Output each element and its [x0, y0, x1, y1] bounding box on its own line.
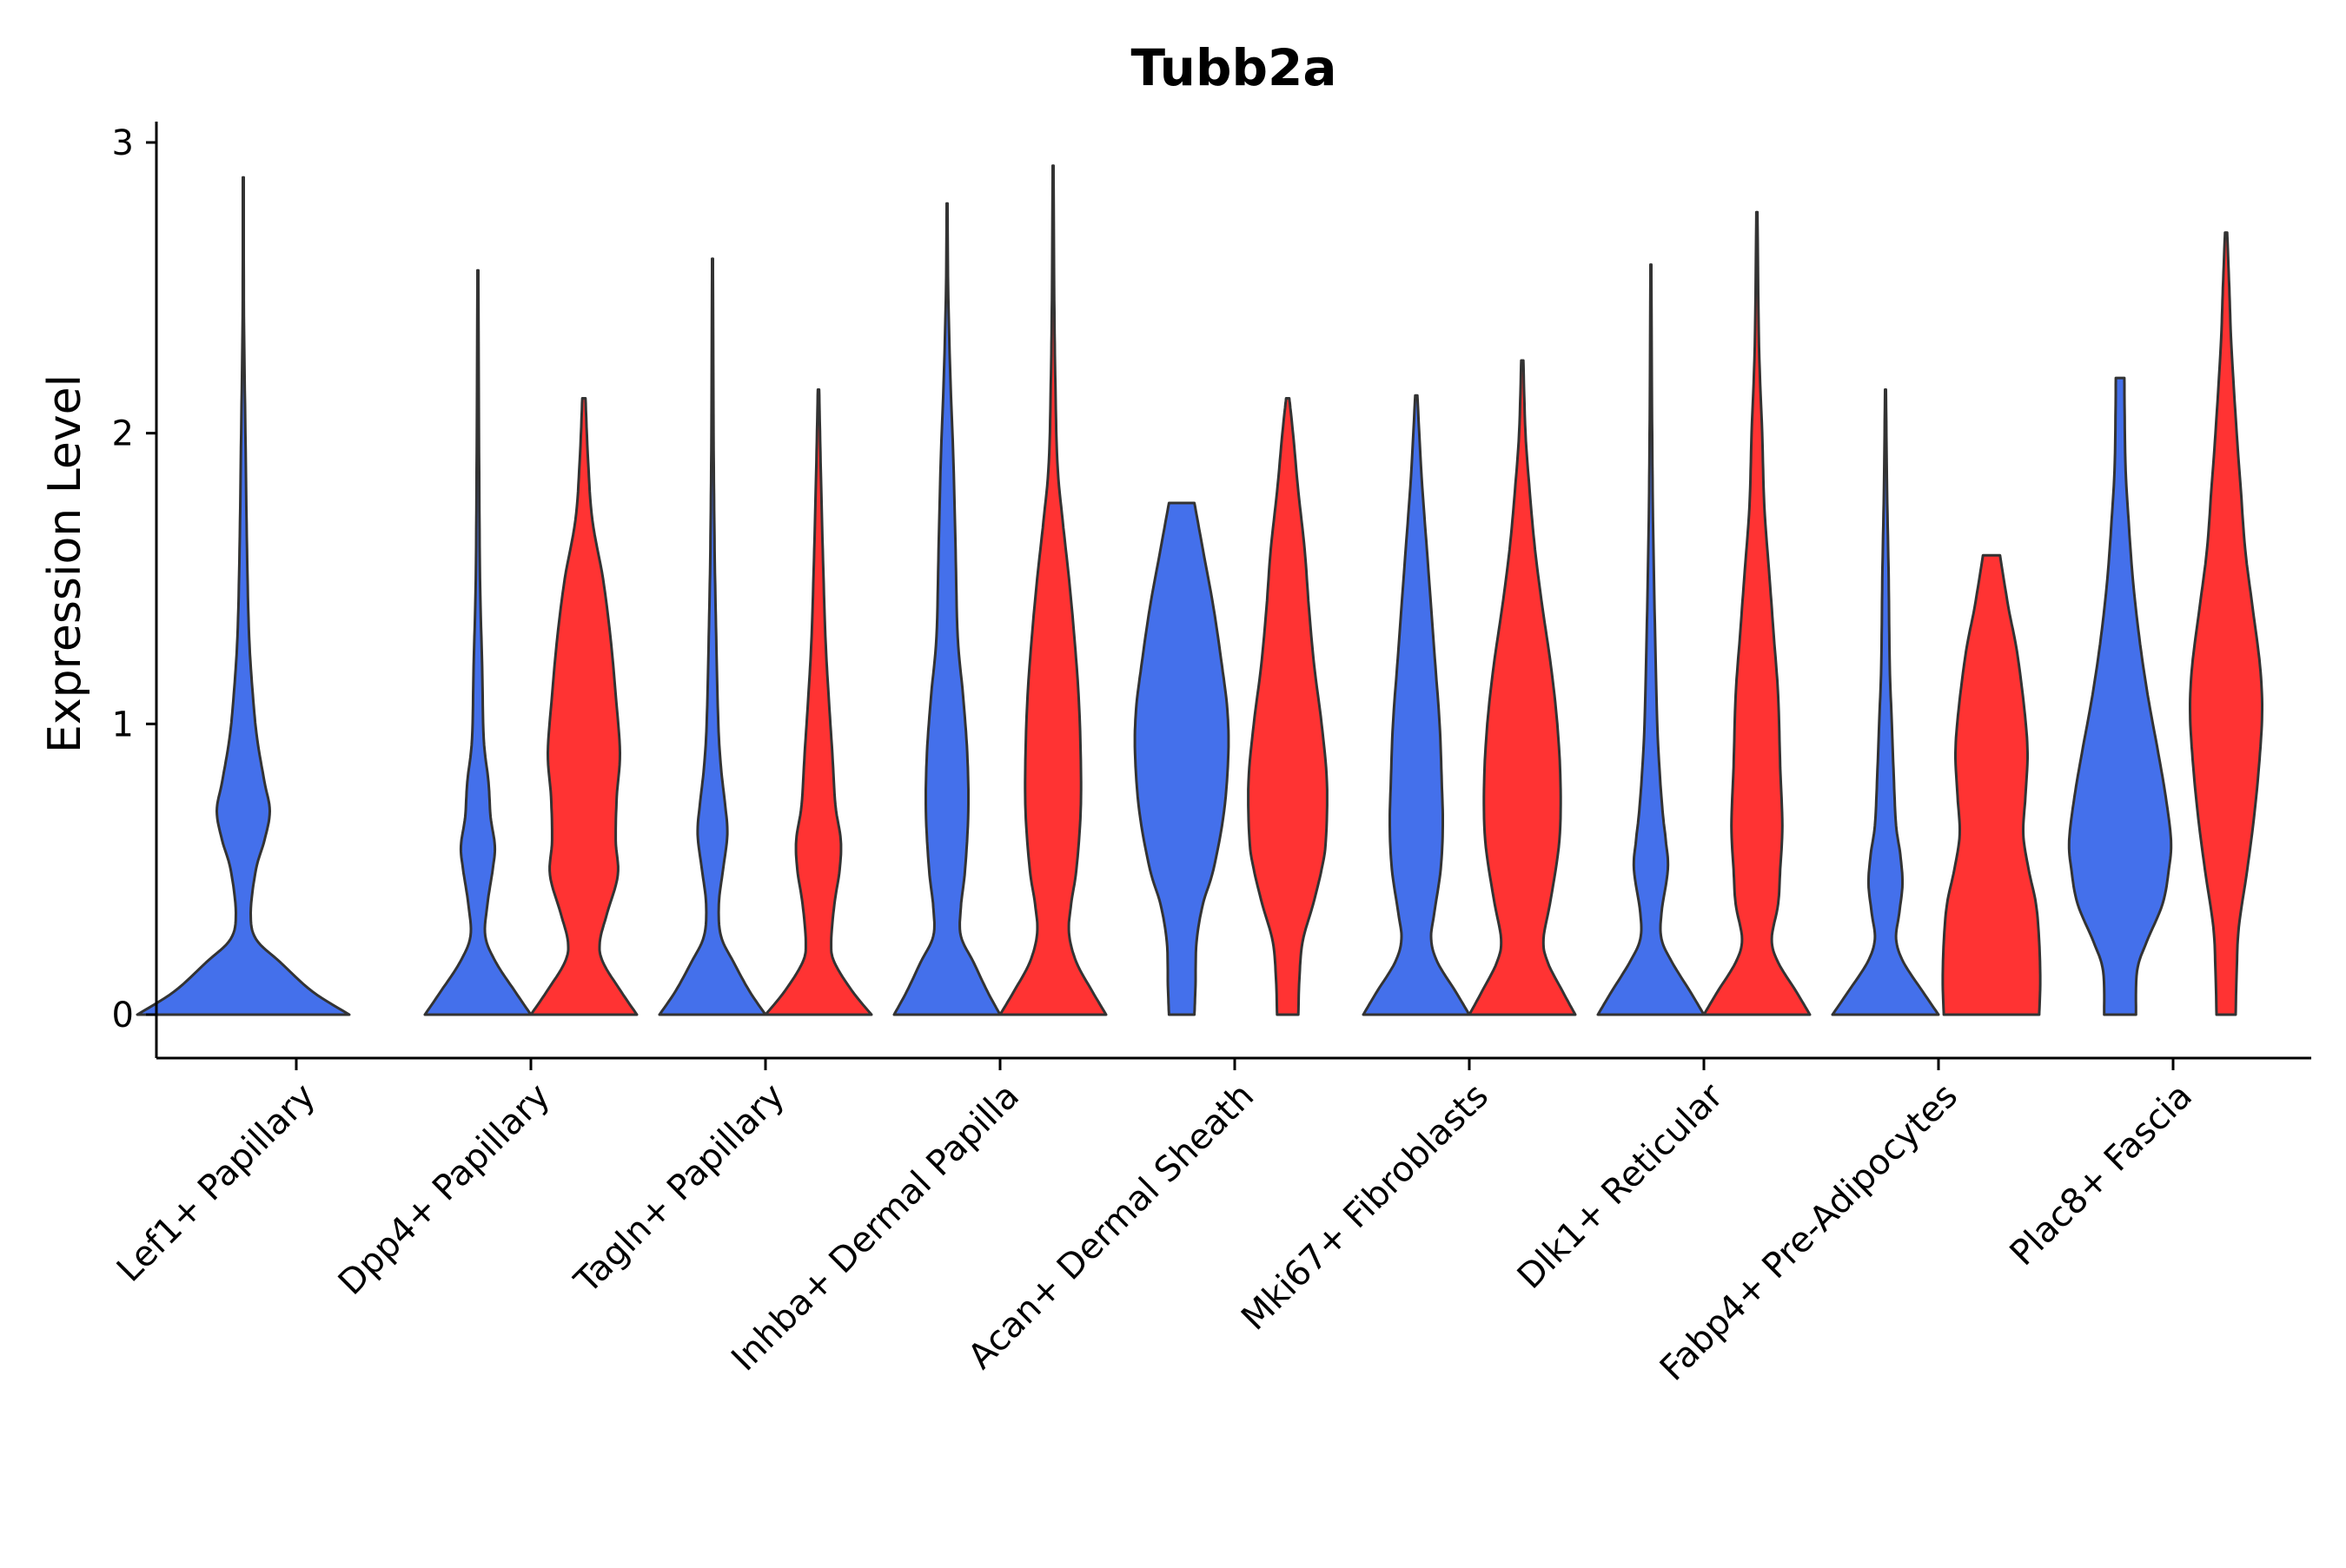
y-tick-label-0: 0 — [112, 996, 134, 1035]
violin-2-group-2 — [529, 397, 639, 1016]
y-tick-label-2: 2 — [112, 414, 134, 454]
x-tick-label-7: Dlk1+ Reticular — [1510, 1075, 1732, 1297]
violin-5-group-2 — [1247, 397, 1329, 1016]
violin-2-group-1 — [423, 268, 533, 1016]
violin-3-group-1 — [658, 257, 767, 1016]
violin-9-group-2 — [2189, 231, 2263, 1016]
violin-4-group-1 — [892, 202, 1002, 1016]
chart-title: Tubb2a — [1130, 38, 1336, 97]
violin-5-group-1 — [1133, 501, 1230, 1016]
violin-7-group-2 — [1702, 210, 1812, 1016]
x-tick-label-6: Mki67+ Fibroblasts — [1234, 1076, 1496, 1339]
violin-7-group-1 — [1596, 263, 1706, 1016]
violin-9-group-1 — [2067, 376, 2173, 1016]
violin-3-group-2 — [764, 388, 873, 1016]
violin-6-group-1 — [1362, 394, 1471, 1016]
y-tick-label-1: 1 — [112, 705, 134, 744]
x-tick-label-2: Dpp4+ Papillary — [331, 1076, 558, 1303]
y-axis-label: Expression Level — [39, 374, 91, 753]
violin-4-group-2 — [998, 164, 1108, 1016]
violin-1-group-1 — [136, 175, 351, 1016]
x-tick-label-9: Plac8+ Fascia — [2003, 1076, 2201, 1274]
violin-8-group-1 — [1831, 388, 1940, 1016]
y-tick-label-3: 3 — [112, 123, 134, 163]
x-tick-label-3: Tagln+ Papillary — [567, 1076, 792, 1302]
x-tick-label-1: Lef1+ Papillary — [109, 1076, 323, 1290]
violin-8-group-2 — [1941, 553, 2042, 1016]
violin-6-group-2 — [1468, 359, 1577, 1016]
